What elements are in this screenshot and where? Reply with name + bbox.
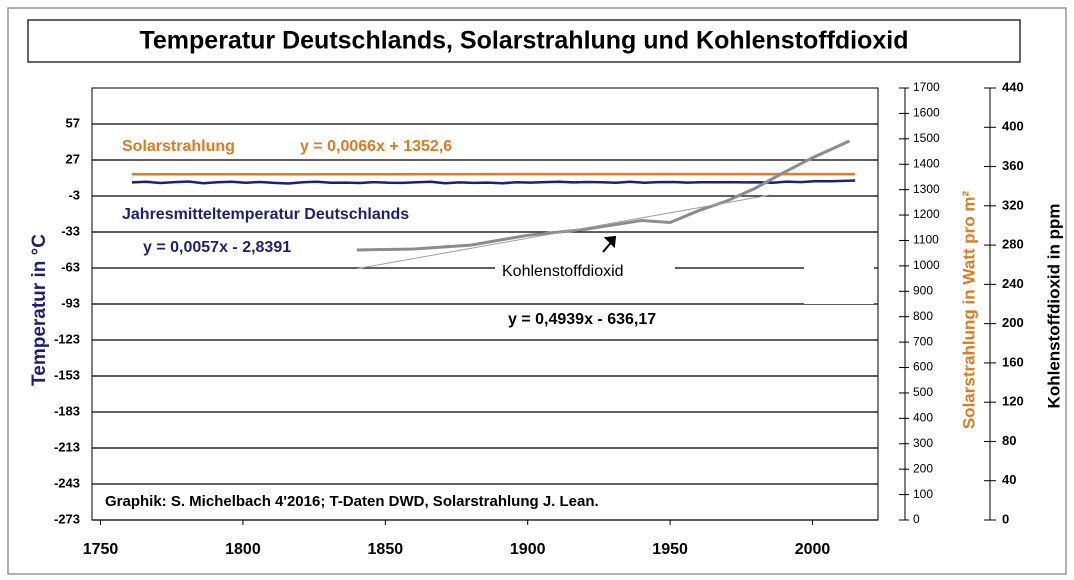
annotation: y = 0,0066x + 1352,6 bbox=[300, 138, 452, 155]
series-line bbox=[356, 139, 851, 252]
y2-tick-label: 1700 bbox=[913, 80, 940, 94]
y3-tick-label: 80 bbox=[1002, 433, 1016, 448]
y-tick-label: -273 bbox=[54, 511, 80, 526]
y-tick-label: -243 bbox=[54, 475, 80, 490]
legend-label: Jahresmitteltemperatur Deutschlands bbox=[122, 206, 409, 223]
label-box bbox=[495, 260, 675, 284]
x-tick-label: 1900 bbox=[510, 541, 546, 558]
y2-tick-label: 1400 bbox=[913, 156, 940, 170]
x-tick-label: 1750 bbox=[83, 541, 119, 558]
y3-tick-label: 440 bbox=[1002, 79, 1024, 94]
y3-tick-label: 160 bbox=[1002, 354, 1024, 369]
y2-tick-label: 1200 bbox=[913, 207, 940, 221]
y-tick-label: -93 bbox=[61, 295, 80, 310]
x-tick-label: 1950 bbox=[652, 541, 688, 558]
y-axis-label: Temperatur in °C bbox=[29, 234, 50, 386]
y2-tick-label: 700 bbox=[913, 334, 933, 348]
series-line bbox=[131, 179, 856, 185]
frame bbox=[7, 7, 1067, 575]
y2-tick-label: 1600 bbox=[913, 106, 940, 120]
y2-tick-label: 1100 bbox=[913, 233, 939, 247]
y2-tick-label: 400 bbox=[913, 411, 933, 425]
y3-tick-label: 0 bbox=[1002, 511, 1009, 526]
y-tick-label: -63 bbox=[61, 259, 80, 274]
y2-axis-label: Solarstrahlung in Watt pro m² bbox=[959, 191, 978, 430]
x-tick-label: 1800 bbox=[225, 541, 261, 558]
y-tick-label: 57 bbox=[66, 115, 80, 130]
annotation: y = 0,0057x - 2,8391 bbox=[143, 239, 291, 256]
legend-label: Kohlenstoffdioxid bbox=[502, 263, 624, 280]
label-box bbox=[500, 305, 710, 333]
y2-tick-label: 0 bbox=[913, 512, 920, 526]
y-tick-label: -183 bbox=[54, 403, 80, 418]
y3-tick-label: 120 bbox=[1002, 394, 1024, 409]
chart-title: Temperatur Deutschlands, Solarstrahlung … bbox=[139, 27, 908, 55]
y-tick-label: -123 bbox=[54, 331, 80, 346]
arrow bbox=[602, 235, 617, 253]
y3-tick-label: 320 bbox=[1002, 197, 1024, 212]
y3-tick-label: 240 bbox=[1002, 276, 1024, 291]
y2-tick-label: 900 bbox=[913, 283, 933, 297]
y3-axis-label: Kohlenstoffdioxid in ppm bbox=[1044, 204, 1063, 409]
y-tick-label: 27 bbox=[66, 151, 80, 166]
trend-line bbox=[356, 194, 770, 270]
x-tick-label: 2000 bbox=[795, 541, 831, 558]
y2-tick-label: 200 bbox=[913, 461, 933, 475]
y2-tick-label: 1300 bbox=[913, 182, 940, 196]
y2-tick-label: 1500 bbox=[913, 131, 940, 145]
y3-tick-label: 40 bbox=[1002, 472, 1016, 487]
y3-tick-label: 360 bbox=[1002, 158, 1024, 173]
legend-label: Solarstrahlung bbox=[122, 138, 235, 155]
annotation: y = 0,4939x - 636,17 bbox=[508, 311, 656, 328]
y-tick-label: -33 bbox=[61, 223, 80, 238]
label-box bbox=[804, 260, 874, 304]
y2-tick-label: 600 bbox=[913, 360, 933, 374]
y2-tick-label: 800 bbox=[913, 309, 933, 323]
x-tick-label: 1850 bbox=[368, 541, 404, 558]
credit: Graphik: S. Michelbach 4'2016; T-Daten D… bbox=[105, 493, 599, 510]
y3-tick-label: 400 bbox=[1002, 119, 1024, 134]
y2-tick-label: 100 bbox=[913, 487, 933, 501]
title-box bbox=[27, 19, 1021, 63]
y-tick-label: -213 bbox=[54, 439, 80, 454]
y-tick-label: -153 bbox=[54, 367, 80, 382]
y2-tick-label: 500 bbox=[913, 385, 933, 399]
y2-tick-label: 300 bbox=[913, 436, 933, 450]
y2-tick-label: 1000 bbox=[913, 258, 940, 272]
label-box bbox=[98, 488, 804, 516]
y3-tick-label: 200 bbox=[1002, 315, 1024, 330]
y-tick-label: -3 bbox=[68, 187, 80, 202]
y3-tick-label: 280 bbox=[1002, 237, 1024, 252]
